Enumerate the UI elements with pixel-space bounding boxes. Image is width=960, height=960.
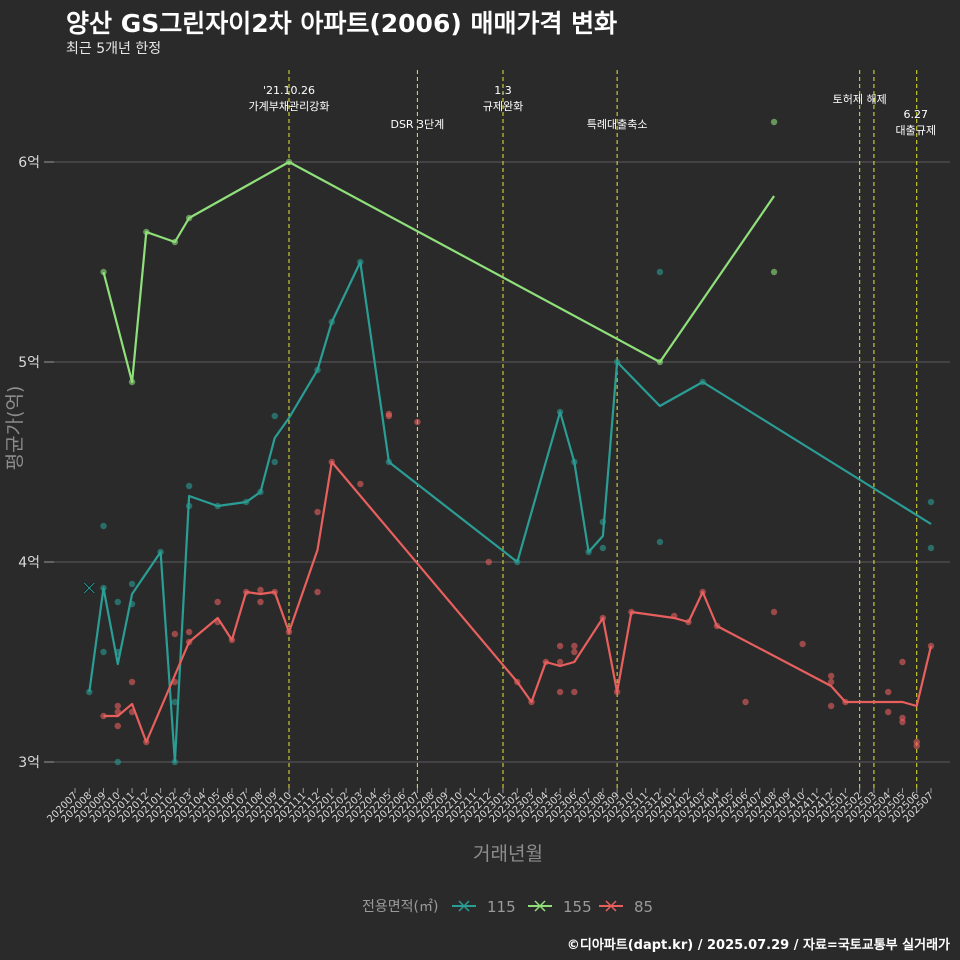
data-point [556, 658, 564, 666]
data-point [571, 648, 578, 656]
data-point [899, 658, 906, 666]
chart-title: 양산 GS그린자이2차 아파트(2006) 매매가격 변화 [66, 9, 618, 38]
data-point [485, 558, 492, 566]
data-point [913, 742, 920, 750]
legend-key-icon [605, 900, 617, 912]
plot-panel [54, 68, 950, 788]
data-point [185, 482, 193, 490]
data-point [827, 678, 835, 686]
data-point [128, 580, 136, 588]
data-point [114, 722, 122, 730]
data-point [742, 698, 749, 706]
legend-label: 85 [634, 898, 653, 916]
series-line [103, 460, 933, 744]
data-point [827, 672, 835, 680]
data-point [171, 698, 179, 706]
data-point [100, 522, 107, 530]
event-annotation-text: DSR 3단계 [390, 118, 444, 131]
series-line [88, 260, 932, 764]
data-point [770, 118, 778, 126]
data-point [128, 678, 136, 686]
data-point [770, 268, 778, 276]
data-point [314, 508, 321, 516]
data-point [571, 642, 578, 650]
data-point [86, 688, 93, 696]
chart-subtitle: 최근 5개년 한정 [66, 41, 162, 57]
event-annotation-text: 1.3 [494, 84, 512, 97]
data-point [927, 544, 935, 552]
data-point [599, 544, 607, 552]
data-point [114, 758, 122, 766]
data-point [885, 688, 892, 696]
source-caption: ©디아파트(dapt.kr) / 2025.07.29 / 자료=국토교통부 실… [566, 938, 950, 953]
data-point [799, 640, 806, 648]
event-annotation-text: '21.10.26 [263, 84, 315, 97]
y-tick-label: 4억 [18, 555, 40, 571]
event-annotation-text: 규제완화 [483, 100, 523, 113]
data-point [571, 688, 578, 696]
legend-title: 전용면적(㎡) [362, 899, 438, 915]
data-point [357, 480, 364, 488]
event-annotation-text: 특례대출축소 [587, 118, 648, 131]
data-point [314, 588, 321, 596]
data-point [171, 630, 179, 638]
series-line [102, 160, 776, 384]
event-annotation-text: 가계부채관리강화 [249, 100, 330, 113]
legend-key-icon [458, 900, 470, 912]
event-annotation-text: 토허제 해제 [833, 92, 887, 106]
data-point [885, 708, 892, 716]
data-point [927, 498, 935, 506]
y-tick-label: 5억 [18, 355, 40, 371]
y-axis-title: 평균가(억) [4, 386, 26, 471]
data-point [656, 268, 664, 276]
data-point [414, 418, 421, 426]
marked-point-icon [83, 582, 95, 594]
data-point [214, 598, 221, 606]
data-point [114, 702, 122, 710]
data-point [556, 688, 564, 696]
legend-label: 115 [487, 898, 516, 916]
data-point [185, 628, 193, 636]
data-point [770, 608, 778, 616]
data-point [385, 412, 393, 420]
data-point [114, 598, 122, 606]
y-tick-label: 6억 [18, 155, 40, 171]
data-point [656, 538, 664, 546]
y-tick-label: 3억 [18, 755, 40, 771]
event-annotation-text: 대출규제 [895, 124, 935, 137]
data-point [271, 412, 278, 420]
data-point [271, 458, 278, 466]
x-axis-title: 거래년월 [473, 843, 543, 865]
legend-key-icon [534, 900, 546, 912]
legend-label: 155 [563, 898, 592, 916]
data-point [100, 648, 107, 656]
data-point [556, 642, 564, 650]
event-annotation-text: 6.27 [903, 108, 928, 121]
data-point [827, 702, 835, 710]
data-point [257, 598, 264, 606]
data-point [899, 718, 906, 726]
data-point [257, 586, 264, 594]
